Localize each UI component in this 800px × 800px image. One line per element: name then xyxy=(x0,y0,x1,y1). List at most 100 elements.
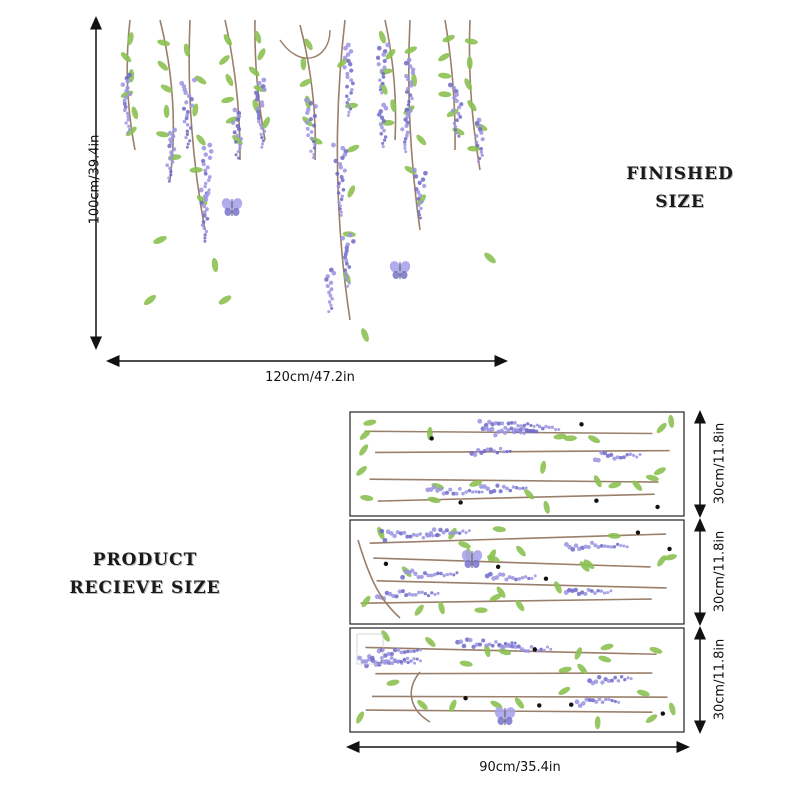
leaf-icon xyxy=(254,30,262,44)
leaf-icon xyxy=(300,56,307,71)
leaf-icon xyxy=(225,73,234,87)
leaf-icon xyxy=(656,422,667,434)
leaf-icon xyxy=(248,66,260,77)
wisteria-flower-icon xyxy=(587,674,633,686)
wisteria-flower-icon xyxy=(592,450,642,463)
wisteria-flower-icon xyxy=(469,446,512,458)
seed-dot-icon xyxy=(660,711,666,716)
leaf-icon xyxy=(194,75,207,85)
wisteria-flower-icon xyxy=(592,450,642,463)
seed-dot-icon xyxy=(537,703,542,708)
wisteria-flower-icon xyxy=(574,697,621,708)
wisteria-flower-icon xyxy=(400,568,459,580)
wisteria-flower-icon xyxy=(253,77,267,149)
leaf-icon xyxy=(577,663,588,675)
vine-icon xyxy=(384,19,397,141)
leaf-icon xyxy=(558,686,571,696)
vine-icon xyxy=(279,29,331,59)
wisteria-flower-icon xyxy=(412,167,428,220)
leaf-icon xyxy=(657,555,667,567)
leaf-icon xyxy=(356,465,367,476)
wisteria-flower-icon xyxy=(484,571,537,582)
finished-wisteria-art xyxy=(120,19,496,342)
leaf-icon xyxy=(484,644,491,658)
wisteria-flower-icon xyxy=(400,568,459,580)
leaf-icon xyxy=(438,52,450,62)
leaf-icon xyxy=(221,96,235,104)
wisteria-flower-icon xyxy=(304,97,318,160)
leaf-icon xyxy=(414,604,424,616)
vine-icon xyxy=(336,19,351,321)
leaf-icon xyxy=(607,533,621,539)
leaf-icon xyxy=(386,679,400,686)
seed-dot-icon xyxy=(667,546,672,552)
leaf-icon xyxy=(219,55,230,65)
decal-sheet-3 xyxy=(349,627,685,733)
leaf-icon xyxy=(579,561,590,572)
leaf-icon xyxy=(425,636,436,647)
product-title-line-2: RECIEVE SIZE xyxy=(69,578,221,598)
leaf-icon xyxy=(427,496,441,504)
leaf-icon xyxy=(192,103,199,117)
leaf-icon xyxy=(157,39,171,47)
vine-icon xyxy=(375,449,670,454)
leaf-icon xyxy=(490,700,503,709)
leaf-icon xyxy=(223,34,232,46)
leaf-icon xyxy=(489,593,502,602)
wisteria-flower-icon xyxy=(497,642,553,654)
seed-dot-icon xyxy=(383,561,389,567)
wisteria-flower-icon xyxy=(120,72,133,135)
leaf-icon xyxy=(554,581,562,594)
wisteria-flower-icon xyxy=(179,77,197,149)
leaf-icon xyxy=(593,475,602,488)
leaf-icon xyxy=(484,252,496,264)
leaf-icon xyxy=(653,467,666,476)
leaf-icon xyxy=(464,78,473,91)
seed-dot-icon xyxy=(579,422,584,427)
leaf-icon xyxy=(669,702,676,716)
vine-icon xyxy=(369,533,667,544)
leaf-icon xyxy=(156,131,170,138)
leaf-icon xyxy=(587,435,601,444)
leaf-icon xyxy=(553,433,567,440)
leaf-icon xyxy=(583,559,595,570)
leaf-icon xyxy=(594,716,601,730)
wisteria-flower-icon xyxy=(587,674,633,686)
wisteria-flower-icon xyxy=(357,654,422,667)
sheet-2-height-label: 30cm/11.8in xyxy=(712,530,728,613)
wisteria-flower-icon xyxy=(376,647,423,658)
finished-title-line-2: SIZE xyxy=(655,192,705,212)
leaf-icon xyxy=(337,57,348,68)
butterfly-icon xyxy=(221,198,243,216)
leaf-icon xyxy=(540,460,547,474)
leaf-icon xyxy=(558,666,572,673)
leaf-icon xyxy=(225,116,239,124)
seed-dot-icon xyxy=(458,500,463,505)
wisteria-flower-icon xyxy=(340,232,356,288)
decal-sheets xyxy=(349,411,685,733)
vine-icon xyxy=(369,478,659,483)
seed-dot-icon xyxy=(569,702,574,707)
seed-dot-icon xyxy=(429,436,434,441)
finished-height-label: 100cm/39.4in xyxy=(87,134,103,225)
leaf-icon xyxy=(632,480,643,491)
wisteria-flower-icon xyxy=(357,654,422,667)
leaf-icon xyxy=(378,30,386,44)
leaf-icon xyxy=(636,689,650,697)
wisteria-flower-icon xyxy=(425,527,471,538)
leaf-icon xyxy=(649,646,663,654)
vine-icon xyxy=(126,19,136,151)
leaf-icon xyxy=(416,134,427,146)
leaf-icon xyxy=(464,38,478,45)
leaf-icon xyxy=(363,419,377,426)
product-size-title: PRODUCT RECIEVE SIZE xyxy=(50,546,240,602)
vine-icon xyxy=(468,19,481,171)
leaf-icon xyxy=(196,195,208,205)
leaf-icon xyxy=(598,655,612,663)
leaf-icon xyxy=(668,414,675,428)
leaf-icon xyxy=(496,586,506,598)
wisteria-flower-icon xyxy=(165,127,178,183)
leaf-icon xyxy=(523,489,535,500)
leaf-icon xyxy=(359,444,369,456)
